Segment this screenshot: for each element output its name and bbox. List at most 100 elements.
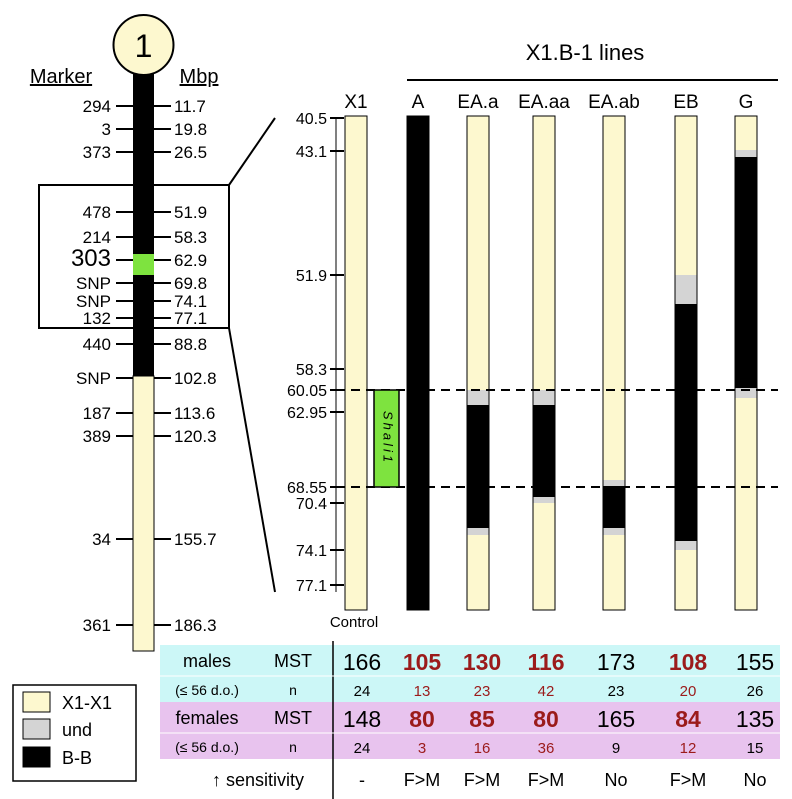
marker-name: 440 (83, 335, 111, 354)
females-mst-label: MST (274, 708, 312, 728)
females-label: females (175, 708, 238, 728)
males_mst-cell: 130 (463, 649, 501, 675)
sensitivity-cell: F>M (404, 770, 441, 790)
males_n-cell: 23 (608, 683, 625, 700)
segment-x1 (735, 398, 757, 610)
marker-name: SNP (76, 369, 111, 388)
segment-bb (675, 304, 697, 541)
females_n-cell: 24 (354, 740, 371, 757)
males_n-cell: 26 (747, 683, 764, 700)
position-label: 62.95 (287, 405, 327, 422)
chromosome-bb-segment (133, 66, 154, 376)
segment-bb (407, 116, 429, 610)
marker-name: 478 (83, 203, 111, 222)
segment-bb (467, 405, 489, 528)
lines-panel: X1.B-1 lines X1 A EA.a EA.aa EA.ab EB G 40.5 43… (287, 40, 778, 631)
segment-und (533, 390, 555, 405)
position-label: 51.9 (296, 268, 327, 285)
segment-und (675, 275, 697, 304)
column-label: G (739, 92, 754, 113)
marker-mbp: 155.7 (174, 530, 217, 549)
column-label: EA.ab (588, 92, 640, 113)
males_mst-cell: 155 (736, 649, 774, 675)
segment-x1 (345, 116, 367, 610)
column-label: EA.aa (518, 92, 570, 113)
females-n-label: n (289, 739, 297, 755)
segment-und (735, 388, 757, 398)
segment-x1 (603, 535, 625, 610)
control-label: Control (330, 614, 378, 631)
line-bar-outline (406, 115, 430, 611)
marker-name: 34 (92, 530, 111, 549)
females_mst-cell: 84 (675, 706, 701, 732)
marker-mbp: 51.9 (174, 203, 207, 222)
males_mst-cell: 116 (527, 649, 564, 675)
column-label: EB (673, 92, 698, 113)
line-bar-outline (734, 115, 758, 611)
marker-mbp: 120.3 (174, 427, 217, 446)
sensitivity-cell: No (604, 770, 627, 790)
females_n-cell: 12 (680, 740, 697, 757)
legend-swatch-bb (22, 746, 51, 768)
chromosome-x1-segment (132, 375, 155, 652)
marker-mbp: 69.8 (174, 274, 207, 293)
females_n-cell: 3 (418, 740, 426, 757)
segment-x1 (675, 116, 697, 275)
marker-mbp: 113.6 (174, 404, 215, 423)
line-bar-outline (466, 115, 490, 611)
marker-name: 187 (83, 404, 111, 423)
position-label: 60.05 (287, 383, 327, 400)
females_n-cell: 15 (747, 740, 764, 757)
females_mst-cell: 165 (597, 706, 635, 732)
segment-x1 (467, 116, 489, 390)
marker-mbp: 11.7 (174, 97, 206, 116)
legend-label: und (62, 720, 92, 740)
segment-und (603, 480, 625, 486)
lines-header: X1.B-1 lines (526, 40, 645, 65)
males-mst-label: MST (274, 651, 312, 671)
sensitivity-cell: F>M (528, 770, 565, 790)
line-bar-outline (674, 115, 698, 611)
segment-x1 (533, 116, 555, 390)
line-bar-outline (602, 115, 626, 611)
marker-mbp: 74.1 (174, 292, 207, 311)
zoom-line-top (228, 117, 276, 186)
males_n-cell: 20 (680, 683, 697, 700)
males_n-cell: 42 (538, 683, 555, 700)
males_mst-cell: 105 (403, 649, 442, 675)
position-label: 70.4 (296, 496, 327, 513)
position-label: 43.1 (296, 144, 327, 161)
males_mst-cell: 166 (343, 649, 381, 675)
position-label: 40.5 (296, 111, 327, 128)
segment-und (467, 528, 489, 535)
marker-mbp: 77.1 (174, 309, 207, 328)
sensitivity-cell: No (743, 770, 766, 790)
marker-name: 361 (83, 616, 111, 635)
segment-und (603, 528, 625, 535)
segment-bb (533, 405, 555, 497)
legend: X1-X1 und B-B (12, 684, 137, 782)
zoom-region-box (38, 184, 230, 329)
marker-name: SNP (76, 274, 111, 293)
marker-name: SNP (76, 292, 111, 311)
marker-name: 303 (71, 245, 111, 272)
segment-und (675, 541, 697, 550)
males-row-bg (160, 645, 780, 702)
sensitivity-cell: F>M (670, 770, 707, 790)
chromosome-qtl-marker (133, 254, 154, 275)
segment-bb (603, 486, 625, 528)
column-label: EA.a (457, 92, 499, 113)
chromosome-number: 1 (135, 28, 153, 64)
females_mst-cell: 80 (409, 706, 435, 732)
line-bar-outline (532, 115, 556, 611)
sensitivity-cell: F>M (464, 770, 501, 790)
segment-bb (735, 157, 757, 388)
column-labels: X1 A EA.a EA.aa EA.ab EB G (344, 92, 753, 113)
legend-label: X1-X1 (62, 693, 112, 713)
females_mst-cell: 148 (343, 706, 381, 732)
females_n-cell: 9 (612, 740, 620, 757)
line-bar-outline (344, 115, 368, 611)
segment-und (735, 150, 757, 157)
segment-x1 (735, 116, 757, 150)
